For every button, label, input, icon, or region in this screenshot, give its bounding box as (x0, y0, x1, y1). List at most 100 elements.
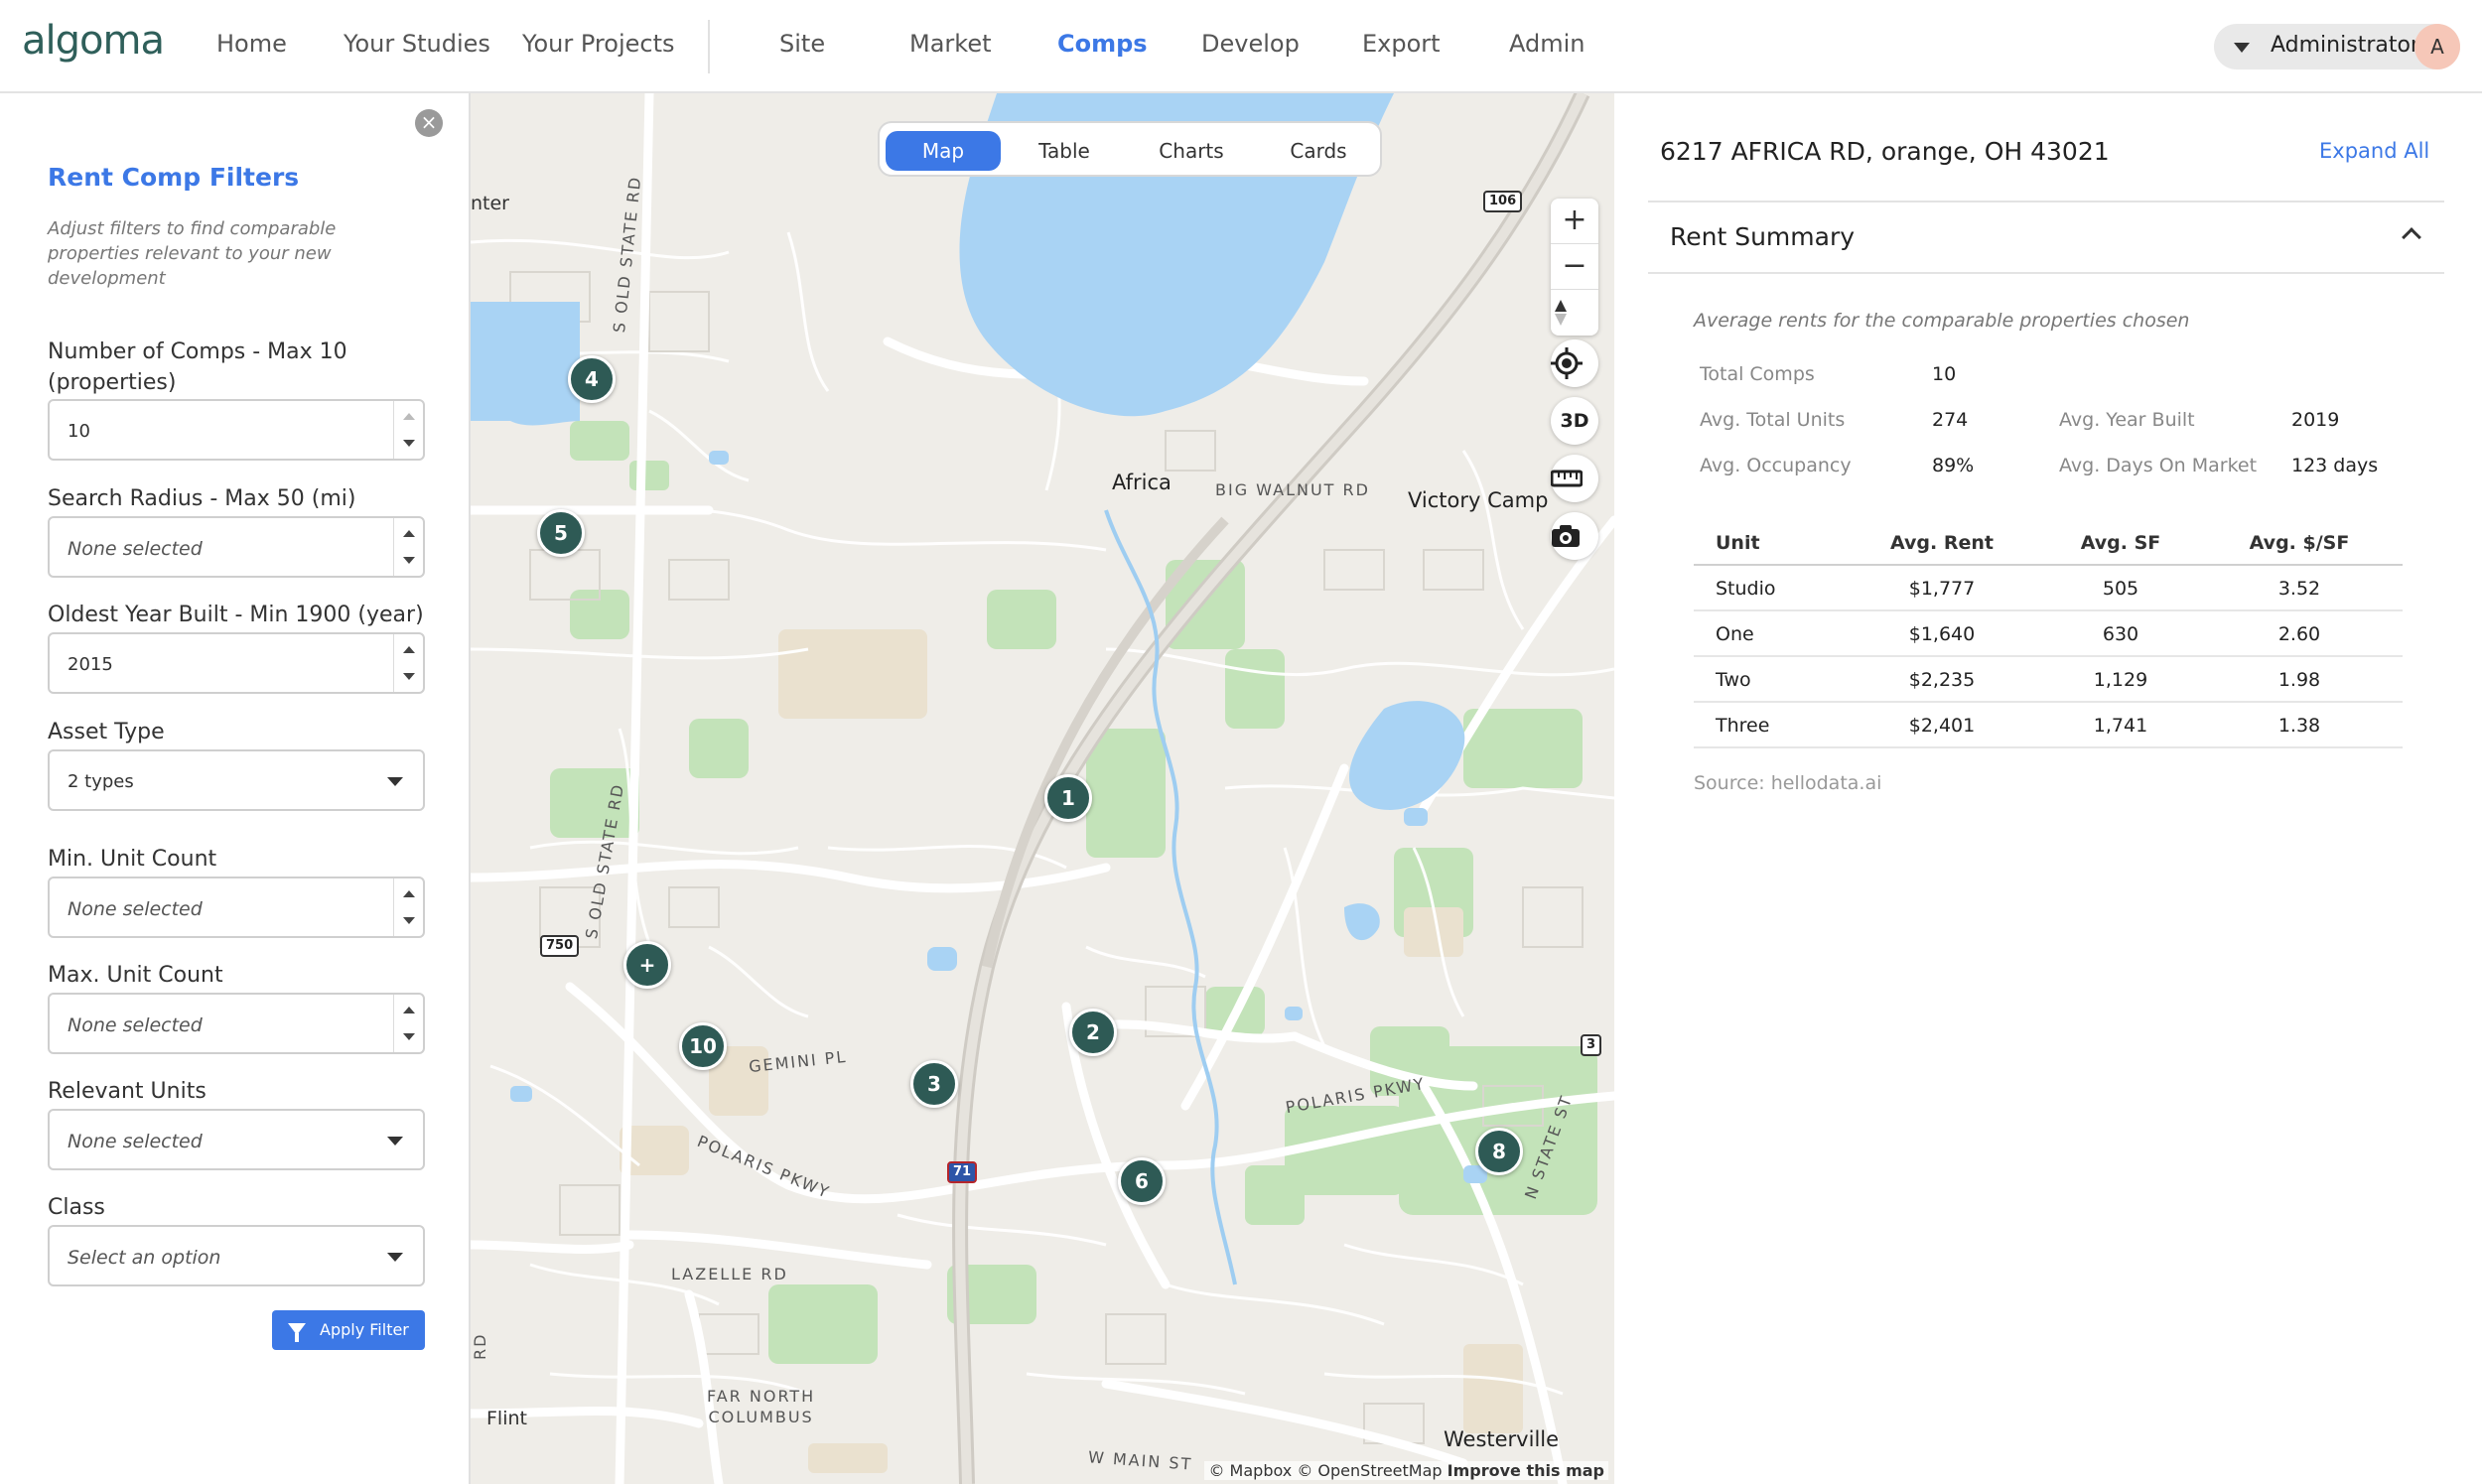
route-106-shield: 106 (1483, 191, 1523, 212)
stepper-down-icon[interactable] (403, 917, 415, 924)
cell-avg-sf: 1,129 (2093, 669, 2148, 691)
tab-charts[interactable]: Charts (1159, 139, 1224, 163)
max-units-stepper[interactable] (393, 995, 423, 1052)
crosshair-icon (1551, 347, 1583, 379)
cell-avg-price-per-sf: 2.60 (2277, 623, 2321, 645)
num-comps-input[interactable]: 10 (48, 399, 425, 461)
compass-button[interactable] (1551, 290, 1598, 336)
map-view[interactable]: Map Table Charts Cards + − 3D (471, 93, 1614, 1484)
road-big-walnut: BIG WALNUT RD (1215, 480, 1370, 499)
stepper-down-icon[interactable] (403, 557, 415, 564)
screenshot-button[interactable] (1551, 512, 1598, 560)
comp-pin-5[interactable]: 5 (537, 509, 585, 557)
tab-table[interactable]: Table (1038, 139, 1090, 163)
geolocate-button[interactable] (1551, 339, 1598, 387)
close-icon[interactable]: × (415, 109, 443, 137)
table-row: One $1,640 630 2.60 (1694, 611, 2403, 657)
stepper-up-icon[interactable] (403, 530, 415, 537)
min-units-input[interactable]: None selected (48, 877, 425, 938)
chevron-down-icon (387, 1137, 403, 1146)
cell-avg-rent: $2,401 (1908, 715, 1976, 737)
stat-label-total-comps: Total Comps (1700, 363, 1815, 385)
tab-cards[interactable]: Cards (1290, 139, 1347, 163)
user-menu[interactable]: Administrator A (2214, 24, 2460, 69)
zoom-out-button[interactable]: − (1551, 244, 1598, 290)
comp-pin-1[interactable]: 1 (1044, 774, 1092, 822)
route-3-shield: 3 (1581, 1034, 1602, 1056)
comp-pin-4[interactable]: 4 (568, 355, 616, 403)
stepper-down-icon[interactable] (403, 673, 415, 680)
place-flint: Flint (486, 1408, 527, 1429)
measure-button[interactable] (1551, 455, 1598, 502)
num-comps-label: Number of Comps - Max 10 (properties) (48, 339, 347, 395)
nav-market[interactable]: Market (909, 30, 992, 58)
num-comps-stepper[interactable] (393, 401, 423, 459)
map-canvas[interactable] (471, 93, 1614, 1484)
map-attribution: © Mapbox © OpenStreetMap Improve this ma… (1204, 1461, 1608, 1480)
stepper-up-icon[interactable] (403, 1007, 415, 1013)
stepper-down-icon[interactable] (403, 440, 415, 447)
nav-your-projects[interactable]: Your Projects (522, 30, 675, 58)
place-center: nter (471, 193, 509, 214)
min-units-stepper[interactable] (393, 878, 423, 936)
rent-summary-header[interactable]: Rent Summary (1648, 201, 2444, 274)
stat-value-avg-total-units: 274 (1932, 409, 1969, 431)
expand-all-link[interactable]: Expand All (2319, 139, 2430, 163)
nav-admin[interactable]: Admin (1509, 30, 1586, 58)
radius-input[interactable]: None selected (48, 516, 425, 578)
column-header-unit: Unit (1716, 532, 1760, 554)
comp-pin-2[interactable]: 2 (1069, 1009, 1117, 1056)
osm-attribution-link[interactable]: © OpenStreetMap (1297, 1461, 1443, 1480)
algoma-logo[interactable]: algoma (22, 18, 165, 64)
class-select[interactable]: Select an option (48, 1225, 425, 1286)
table-row: Studio $1,777 505 3.52 (1694, 566, 2403, 611)
mapbox-attribution-link[interactable]: © Mapbox (1208, 1461, 1293, 1480)
nav-site[interactable]: Site (779, 30, 826, 58)
stat-label-avg-year-built: Avg. Year Built (2059, 409, 2195, 431)
stat-label-avg-days-on-market: Avg. Days On Market (2059, 455, 2258, 476)
comp-pin-10[interactable]: 10 (679, 1022, 727, 1070)
cell-unit: Two (1716, 669, 1751, 691)
stat-label-avg-occupancy: Avg. Occupancy (1700, 455, 1852, 476)
apply-filter-button[interactable]: Apply Filter (272, 1310, 425, 1350)
stat-value-avg-year-built: 2019 (2291, 409, 2340, 431)
comp-pin-6[interactable]: 6 (1118, 1157, 1166, 1205)
oldest-year-input[interactable]: 2015 (48, 632, 425, 694)
zoom-in-button[interactable]: + (1551, 199, 1598, 244)
comp-pin-3[interactable]: 3 (910, 1060, 958, 1108)
comp-pin-cluster[interactable]: + (623, 941, 671, 989)
cell-avg-sf: 505 (2102, 578, 2139, 600)
relevant-units-label: Relevant Units (48, 1079, 207, 1104)
route-750-shield: 750 (540, 935, 580, 957)
stepper-up-icon[interactable] (403, 646, 415, 653)
improve-map-link[interactable]: Improve this map (1447, 1461, 1604, 1480)
cell-unit: One (1716, 623, 1754, 645)
nav-export[interactable]: Export (1362, 30, 1441, 58)
road-edge-label: RD (471, 1332, 489, 1360)
details-panel: 6217 AFRICA RD, orange, OH 43021 Expand … (1614, 93, 2482, 1484)
chevron-up-icon[interactable] (2402, 227, 2421, 247)
stepper-up-icon[interactable] (403, 413, 415, 420)
max-units-input[interactable]: None selected (48, 993, 425, 1054)
oldest-year-stepper[interactable] (393, 634, 423, 692)
asset-type-select[interactable]: 2 types (48, 749, 425, 811)
class-placeholder: Select an option (68, 1247, 221, 1269)
stepper-down-icon[interactable] (403, 1033, 415, 1040)
nav-your-studies[interactable]: Your Studies (344, 30, 490, 58)
min-units-placeholder: None selected (68, 898, 203, 920)
cell-avg-rent: $1,640 (1908, 623, 1976, 645)
section-title: Rent Summary (1670, 222, 1856, 251)
relevant-units-select[interactable]: None selected (48, 1109, 425, 1170)
stepper-up-icon[interactable] (403, 890, 415, 897)
comp-pin-8[interactable]: 8 (1475, 1128, 1523, 1175)
nav-develop[interactable]: Develop (1201, 30, 1300, 58)
cell-avg-rent: $1,777 (1908, 578, 1976, 600)
nav-home[interactable]: Home (216, 30, 287, 58)
3d-toggle-button[interactable]: 3D (1551, 397, 1598, 445)
chevron-down-icon (387, 777, 403, 786)
table-row: Two $2,235 1,129 1.98 (1694, 657, 2403, 703)
radius-stepper[interactable] (393, 518, 423, 576)
nav-comps[interactable]: Comps (1057, 30, 1148, 58)
tab-map[interactable]: Map (886, 131, 1001, 171)
class-label: Class (48, 1195, 105, 1220)
